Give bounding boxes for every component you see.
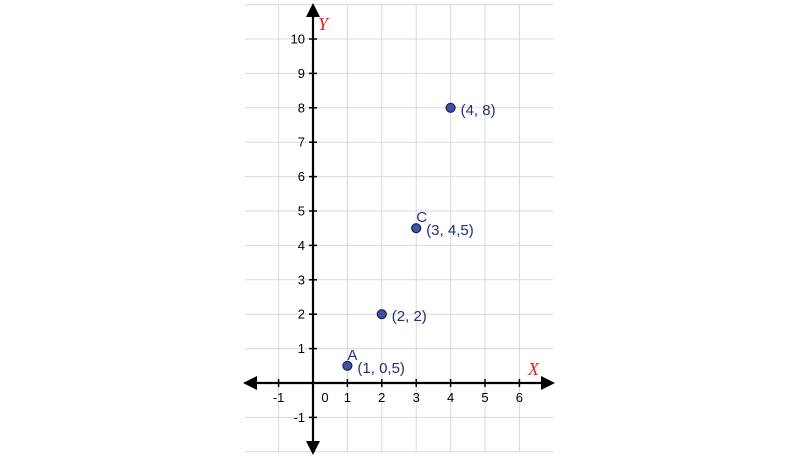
data-point [411, 223, 422, 234]
data-points: (1, 0,5)A (2, 2) (3, 4,5)C (4, 8) [342, 102, 496, 377]
x-tick-label: 0 [321, 390, 328, 405]
x-tick-label: 1 [344, 390, 351, 405]
x-axis-arrow-left [243, 376, 257, 390]
data-point-label: (2, 2) [392, 308, 427, 325]
y-axis-label: Y [318, 14, 330, 34]
y-tick-label: 7 [298, 135, 305, 150]
y-tick-label: 6 [298, 169, 305, 184]
y-tick-label: -1 [293, 410, 305, 425]
grid [245, 4, 553, 453]
y-tick-label: 3 [298, 272, 305, 287]
data-point-label: (4, 8) [461, 102, 496, 119]
y-tick-label: 9 [298, 66, 305, 81]
x-axis-label: X [527, 359, 540, 379]
y-axis-arrow-down [306, 441, 320, 455]
tick-labels: -1 0 1 2 3 4 5 6 -1 1 2 3 4 5 6 7 8 9 10 [273, 32, 523, 425]
x-tick-label: 6 [516, 390, 523, 405]
axes [243, 3, 555, 455]
y-tick-label: 2 [298, 307, 305, 322]
data-point [376, 309, 387, 320]
y-tick-label: 10 [291, 32, 305, 47]
x-tick-label: 2 [378, 390, 385, 405]
y-axis-arrow-up [306, 3, 320, 17]
x-tick-label: 4 [447, 390, 454, 405]
y-tick-label: 4 [298, 238, 305, 253]
x-tick-label: 5 [481, 390, 488, 405]
y-tick-label: 5 [298, 204, 305, 219]
y-tick-label: 1 [298, 341, 305, 356]
x-tick-label: 3 [413, 390, 420, 405]
y-tick-label: 8 [298, 100, 305, 115]
data-point [445, 102, 456, 113]
data-point-name: A [347, 347, 357, 364]
data-point-label: (1, 0,5) [357, 360, 405, 377]
x-tick-label: -1 [273, 390, 285, 405]
data-point-name: C [416, 209, 427, 226]
data-point-label: (3, 4,5) [426, 222, 474, 239]
data-point [342, 360, 353, 371]
x-axis-arrow-right [541, 376, 555, 390]
